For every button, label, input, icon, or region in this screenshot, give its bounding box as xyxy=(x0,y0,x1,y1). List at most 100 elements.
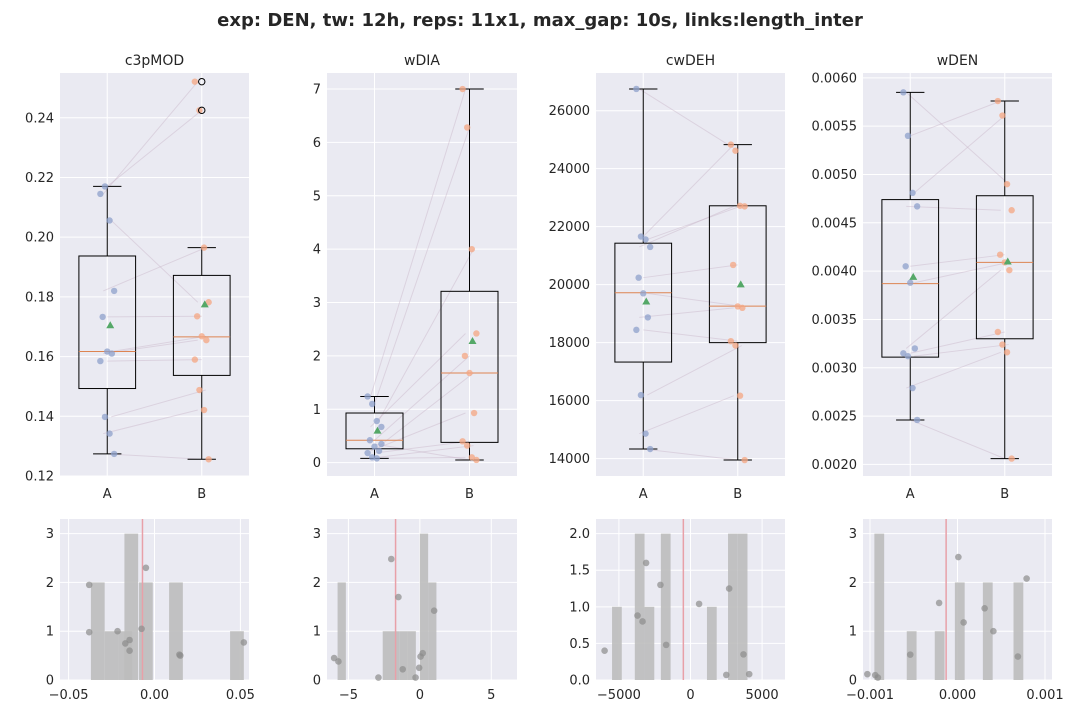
data-point xyxy=(727,141,735,148)
data-point xyxy=(200,406,208,414)
data-point xyxy=(176,652,184,659)
y-tick-label: 26000 xyxy=(549,104,590,119)
histogram-bar xyxy=(706,606,717,680)
y-tick-label: 0.20 xyxy=(25,231,54,246)
data-point xyxy=(994,328,1002,336)
outlier-point xyxy=(198,77,206,86)
pair-line xyxy=(913,115,1006,194)
data-point xyxy=(378,440,385,448)
data-point xyxy=(960,619,967,626)
data-point xyxy=(373,455,380,462)
data-point xyxy=(994,97,1002,105)
x-tick-label: A xyxy=(370,487,379,502)
x-tick-label: B xyxy=(1000,487,1009,502)
x-tick-label: 0.001 xyxy=(1026,688,1063,703)
data-point xyxy=(874,674,882,681)
data-point xyxy=(415,664,423,672)
data-point xyxy=(375,447,383,455)
x-tick-label: 0.00 xyxy=(140,688,169,703)
y-tick-label: 2 xyxy=(849,576,857,591)
y-tick-label: 0.0 xyxy=(569,674,590,689)
data-point xyxy=(371,443,378,450)
data-point xyxy=(727,337,735,345)
y-tick-label: 0.0025 xyxy=(812,410,858,425)
data-point xyxy=(729,261,737,269)
y-tick-label: 2 xyxy=(313,349,321,364)
data-point xyxy=(642,236,649,243)
data-point xyxy=(473,330,480,337)
histogram-bar xyxy=(382,631,391,680)
histogram-bar xyxy=(728,533,738,680)
data-point xyxy=(911,345,919,352)
data-point xyxy=(369,400,376,408)
data-point xyxy=(725,585,733,592)
pair-line xyxy=(639,395,734,435)
data-point xyxy=(739,304,746,312)
data-point xyxy=(205,456,212,463)
hist-panel-2: 0 1 2 3 −5 0 5 xyxy=(313,519,517,703)
y-tick-label: 24000 xyxy=(549,162,590,177)
y-tick-label: 0.24 xyxy=(25,111,54,126)
pair-line xyxy=(643,329,738,342)
histogram-bar xyxy=(169,582,183,680)
y-tick-label: 1 xyxy=(46,625,54,640)
mean-marker xyxy=(468,336,477,344)
x-tick-label: −0.001 xyxy=(846,688,894,703)
histogram-bar xyxy=(230,631,244,680)
x-tick-label: B xyxy=(197,487,206,502)
pair-line xyxy=(103,409,198,435)
data-point xyxy=(200,244,208,251)
pair-line xyxy=(103,247,206,292)
histogram-bar xyxy=(612,606,622,680)
data-point xyxy=(387,555,395,563)
x-tick-label: 0 xyxy=(416,688,424,703)
data-point xyxy=(637,391,645,399)
data-point xyxy=(981,604,988,612)
data-point xyxy=(741,456,748,464)
data-point xyxy=(913,203,921,210)
y-tick-label: 14000 xyxy=(549,452,590,467)
data-point xyxy=(106,217,113,224)
pair-line xyxy=(910,331,1005,354)
data-point xyxy=(1014,653,1022,660)
panel-title: wDIA xyxy=(404,53,440,69)
data-point xyxy=(1023,575,1030,582)
data-point xyxy=(909,189,916,197)
y-tick-label: 7 xyxy=(313,83,321,98)
histogram-bar xyxy=(737,533,748,680)
pair-line xyxy=(111,389,206,418)
pair-line xyxy=(378,248,474,422)
data-point xyxy=(101,183,109,190)
histogram-bar xyxy=(660,533,671,680)
data-point xyxy=(191,78,199,85)
y-tick-label: 0.5 xyxy=(569,637,590,652)
pair-line xyxy=(370,88,466,397)
mean-marker xyxy=(106,321,115,329)
data-point xyxy=(907,279,914,286)
data-point xyxy=(459,438,466,445)
pair-line xyxy=(370,412,466,452)
pair-line xyxy=(374,440,470,454)
data-point xyxy=(106,430,113,437)
data-point xyxy=(198,333,205,340)
data-point xyxy=(1003,349,1011,356)
data-point xyxy=(601,647,608,655)
data-point xyxy=(695,600,703,608)
data-point xyxy=(126,636,133,644)
panel-title: wDEN xyxy=(937,53,979,69)
data-point xyxy=(900,89,907,96)
y-tick-label: 1.5 xyxy=(569,564,590,579)
y-tick-label: 1 xyxy=(313,403,321,418)
data-point xyxy=(1008,455,1015,462)
data-point xyxy=(642,559,650,567)
x-tick-label: 5000 xyxy=(746,688,779,703)
data-point xyxy=(399,665,407,673)
data-point xyxy=(203,336,210,344)
y-tick-label: 0.16 xyxy=(25,350,54,365)
y-tick-label: 1 xyxy=(849,625,857,640)
panel-title: cwDEH xyxy=(666,53,715,69)
data-point xyxy=(990,627,997,635)
data-point xyxy=(412,674,419,681)
y-tick-label: 0.0030 xyxy=(812,361,858,376)
x-tick-label: 0.000 xyxy=(939,688,976,703)
